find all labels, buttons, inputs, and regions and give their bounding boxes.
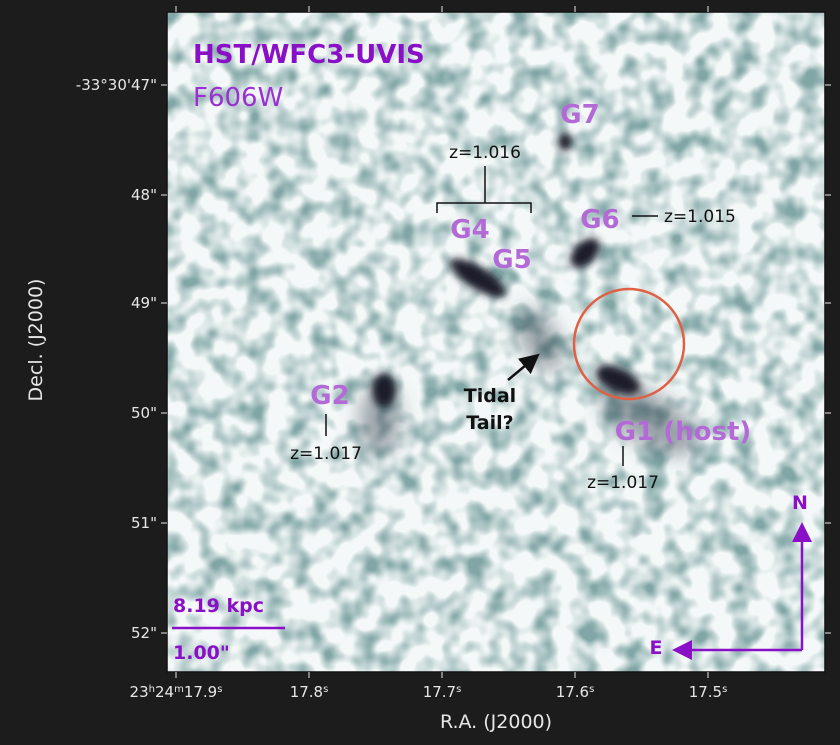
y-axis-label: Decl. (J2000) (25, 279, 47, 402)
tidal-tail-label: Tidal (464, 385, 516, 407)
page: {"figure": { "title": "HST/WFC3-UVIS", "… (0, 0, 840, 741)
galaxy-label: G1 (host) (615, 417, 752, 447)
x-tick-part: 17.9 (184, 683, 217, 701)
y-tick-label: 48" (131, 186, 157, 204)
redshift: z=1.016 (449, 143, 521, 163)
y-tick-label: 52" (131, 624, 157, 642)
redshift: z=1.017 (587, 473, 659, 493)
x-tick-label: 23h24m17.9s (130, 683, 223, 701)
x-tick-label: 17.7s (423, 683, 462, 701)
x-tick-part: s (589, 684, 594, 695)
x-tick-part: 17.5 (689, 683, 722, 701)
y-tick-label: 51" (131, 514, 157, 532)
filter: F606W (193, 83, 283, 113)
scale-label: 1.00" (173, 642, 230, 664)
x-axis-label: R.A. (J2000) (440, 711, 552, 733)
x-tick-label: 17.5s (689, 683, 728, 701)
tidal-tail-label: Tail? (466, 412, 513, 434)
x-tick-part: 17.7 (423, 683, 456, 701)
x-tick-part: s (217, 684, 222, 695)
y-tick-label: -33°30'47" (76, 76, 157, 94)
redshift: z=1.015 (664, 207, 736, 227)
compass-label: E (650, 637, 663, 659)
y-tick-label: 49" (131, 294, 157, 312)
x-tick-label: 17.8s (290, 683, 329, 701)
x-tick-part: s (456, 684, 461, 695)
galaxy-label: G7 (560, 100, 599, 130)
galaxy-label: G4 (450, 215, 489, 245)
x-tick-part: 24 (155, 683, 174, 701)
compass-label: N (792, 492, 808, 514)
title: HST/WFC3-UVIS (193, 40, 425, 70)
x-tick-label: 17.6s (556, 683, 595, 701)
x-tick-part: 23 (130, 683, 149, 701)
scale-label: 8.19 kpc (173, 595, 264, 617)
redshift: z=1.017 (290, 444, 362, 464)
x-tick-part: m (174, 684, 184, 695)
x-tick-part: 17.6 (556, 683, 589, 701)
x-tick-part: 17.8 (290, 683, 323, 701)
galaxy-label: G2 (310, 381, 349, 411)
galaxy-label: G5 (492, 245, 531, 275)
x-tick-part: s (323, 684, 328, 695)
y-tick-label: 50" (131, 404, 157, 422)
galaxy-label: G6 (580, 205, 619, 235)
x-tick-part: s (722, 684, 727, 695)
figure: HST/WFC3-UVIS F606W G7 G6 G4 G5 G2 G1 (h… (0, 0, 840, 741)
